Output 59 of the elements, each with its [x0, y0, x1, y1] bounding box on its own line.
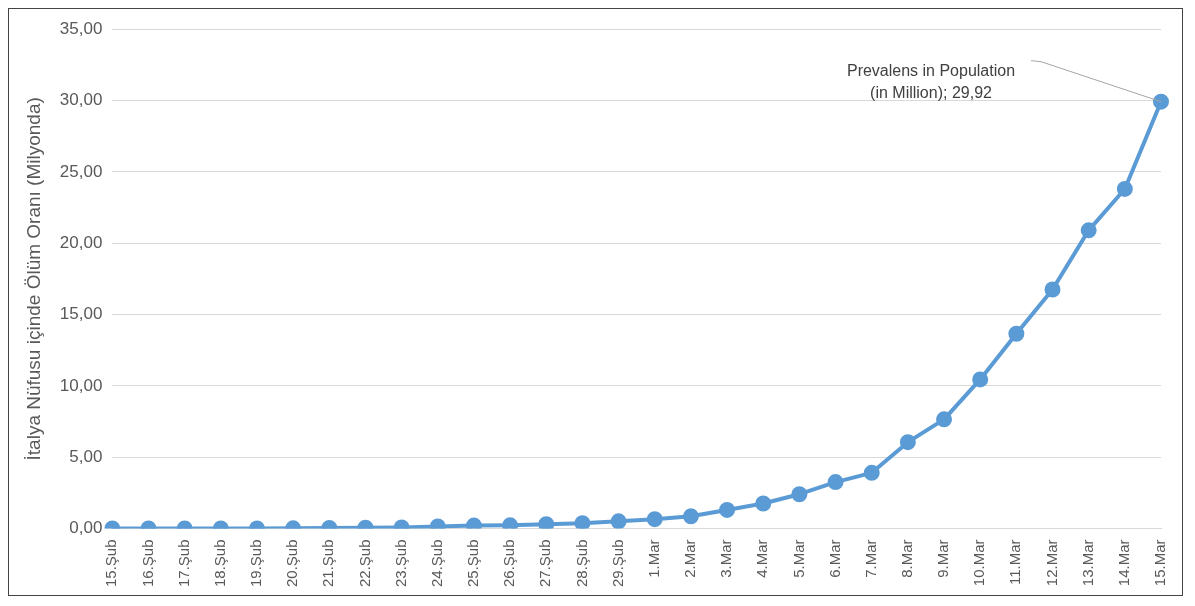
- x-tick-label: 3.Mar: [717, 539, 735, 578]
- point: [719, 501, 736, 518]
- point: [791, 486, 808, 503]
- x-tick-label: 16.Şub: [138, 539, 156, 588]
- y-tick-label: 25,00: [59, 161, 103, 181]
- x-tick-label: 6.Mar: [825, 539, 843, 578]
- point: [682, 508, 699, 525]
- x-tick-label: 27.Şub: [536, 539, 554, 588]
- point: [538, 516, 555, 529]
- x-tick-label: 1.Mar: [644, 539, 662, 578]
- y-tick-label: 35,00: [59, 18, 103, 38]
- x-tick-label: 5.Mar: [789, 539, 807, 578]
- x-tick-label: 29.Şub: [608, 539, 626, 588]
- point: [755, 495, 772, 512]
- x-tick-label: 11.Mar: [1006, 539, 1024, 586]
- point: [1153, 93, 1169, 110]
- point: [972, 371, 989, 388]
- x-tick-label: 14.Mar: [1114, 539, 1132, 587]
- y-tick-label: 5,00: [69, 446, 103, 466]
- point: [610, 513, 627, 529]
- point: [936, 411, 953, 428]
- y-axis-title: İtalya Nüfusu içinde Ölüm Oranı (Milyonda): [22, 97, 44, 461]
- x-tick-label: 15.Şub: [102, 539, 120, 588]
- y-tick-label: 30,00: [59, 90, 103, 110]
- point: [827, 474, 844, 491]
- x-tick-label: 15.Mar: [1151, 539, 1169, 587]
- point: [1044, 281, 1061, 298]
- x-tick-label: 28.Şub: [572, 539, 590, 588]
- point: [646, 511, 663, 528]
- y-tick-label: 15,00: [59, 304, 103, 324]
- x-tick-label: 8.Mar: [898, 539, 916, 578]
- x-tick-label: 22.Şub: [355, 539, 373, 588]
- x-tick-label: 12.Mar: [1042, 539, 1060, 587]
- y-tick-label: 0,00: [69, 518, 103, 538]
- x-tick-label: 20.Şub: [283, 539, 301, 588]
- point: [863, 464, 880, 481]
- x-tick-label: 4.Mar: [753, 539, 771, 578]
- x-tick-label: 18.Şub: [210, 539, 228, 588]
- x-tick-label: 25.Şub: [464, 539, 482, 588]
- x-tick-label: 9.Mar: [934, 539, 952, 578]
- point: [1008, 325, 1025, 342]
- x-tick-label: 21.Şub: [319, 539, 337, 588]
- x-tick-label: 17.Şub: [174, 539, 192, 588]
- point: [1080, 222, 1097, 239]
- point: [502, 517, 519, 529]
- x-tick-label: 23.Şub: [391, 539, 409, 588]
- x-tick-label: 13.Mar: [1078, 539, 1096, 587]
- x-tick-label: 19.Şub: [247, 539, 265, 588]
- point: [899, 434, 916, 451]
- point: [1116, 180, 1133, 197]
- x-tick-label: 26.Şub: [500, 539, 518, 588]
- x-tick-label: 7.Mar: [861, 539, 879, 578]
- x-tick-label: 10.Mar: [970, 539, 988, 587]
- x-tick-label: 2.Mar: [681, 539, 699, 578]
- y-tick-label: 10,00: [59, 375, 103, 395]
- point: [574, 515, 591, 529]
- y-tick-label: 20,00: [59, 232, 103, 252]
- x-tick-label: 24.Şub: [427, 539, 445, 588]
- annotation: Prevalens in Population (in Million); 29,92: [846, 62, 1016, 102]
